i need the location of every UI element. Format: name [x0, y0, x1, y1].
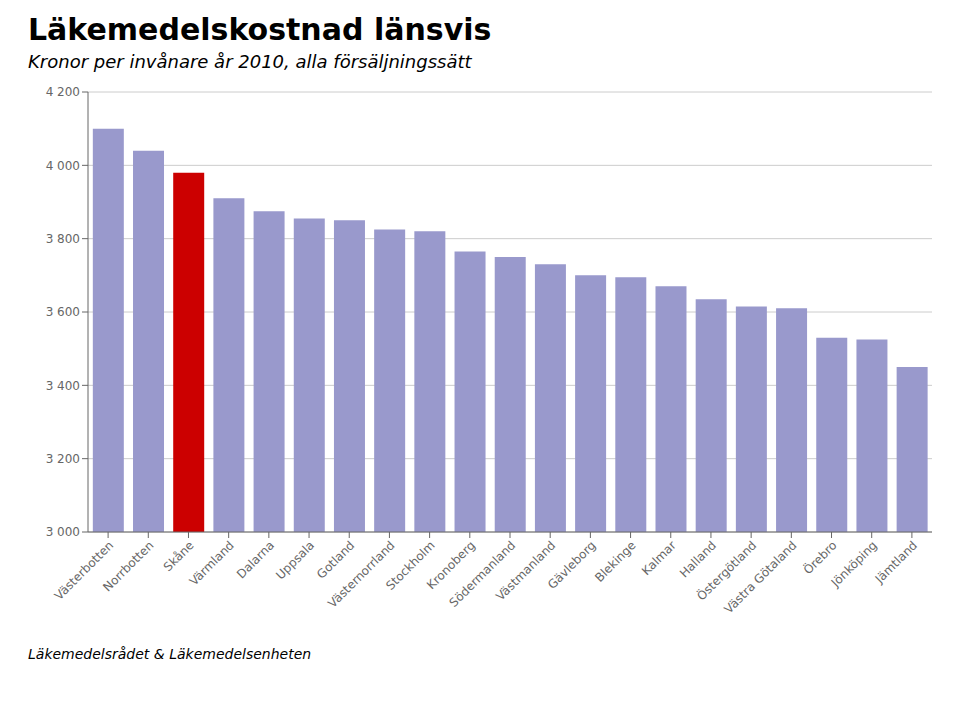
svg-text:4 000: 4 000: [46, 159, 80, 173]
html-text:Läkemedelskostnad länsvis: Läkemedelskostnad länsvis: [28, 12, 492, 47]
html-text:Kronor per invånare år 2010, a: Kronor per invånare år 2010, alla försäl…: [28, 51, 472, 72]
svg-text:Västmanland: Västmanland: [493, 538, 558, 603]
svg-text:Örebro: Örebro: [799, 537, 839, 577]
svg-text:Västra Götaland: Västra Götaland: [721, 538, 799, 616]
svg-text:Stockholm: Stockholm: [383, 538, 438, 593]
svg-text:Värmland: Värmland: [187, 538, 237, 588]
svg-text:Norrbotten: Norrbotten: [100, 538, 156, 594]
svg-text:Västerbotten: Västerbotten: [52, 538, 117, 603]
svg-text:Kronoberg: Kronoberg: [424, 538, 478, 593]
svg-text:3 400: 3 400: [46, 379, 80, 393]
svg-text:3 000: 3 000: [46, 525, 80, 539]
svg-text:Skåne: Skåne: [161, 538, 197, 574]
svg-text:3 200: 3 200: [46, 452, 80, 466]
svg-text:Östergötland: Östergötland: [694, 538, 760, 604]
svg-text:Dalarna: Dalarna: [234, 538, 277, 581]
svg-text:4 200: 4 200: [46, 85, 80, 99]
svg-text:Halland: Halland: [676, 538, 720, 581]
html-text:Läkemedelsrådet & Läkemedelsen: Läkemedelsrådet & Läkemedelsenheten: [28, 646, 312, 662]
svg-text:Uppsala: Uppsala: [273, 538, 317, 582]
svg-text:Västernorrland: Västernorrland: [325, 538, 397, 610]
svg-text:Kalmar: Kalmar: [639, 538, 679, 578]
svg-text:Gotland: Gotland: [314, 538, 358, 582]
svg-text:Gävleborg: Gävleborg: [545, 538, 599, 592]
svg-text:Jämtland: Jämtland: [872, 538, 920, 586]
svg-text:Södermanland: Södermanland: [447, 538, 519, 610]
svg-text:Blekinge: Blekinge: [592, 538, 639, 585]
svg-text:3 600: 3 600: [46, 305, 80, 319]
svg-text:Jönköping: Jönköping: [828, 538, 880, 590]
svg-text:3 800: 3 800: [46, 232, 80, 246]
